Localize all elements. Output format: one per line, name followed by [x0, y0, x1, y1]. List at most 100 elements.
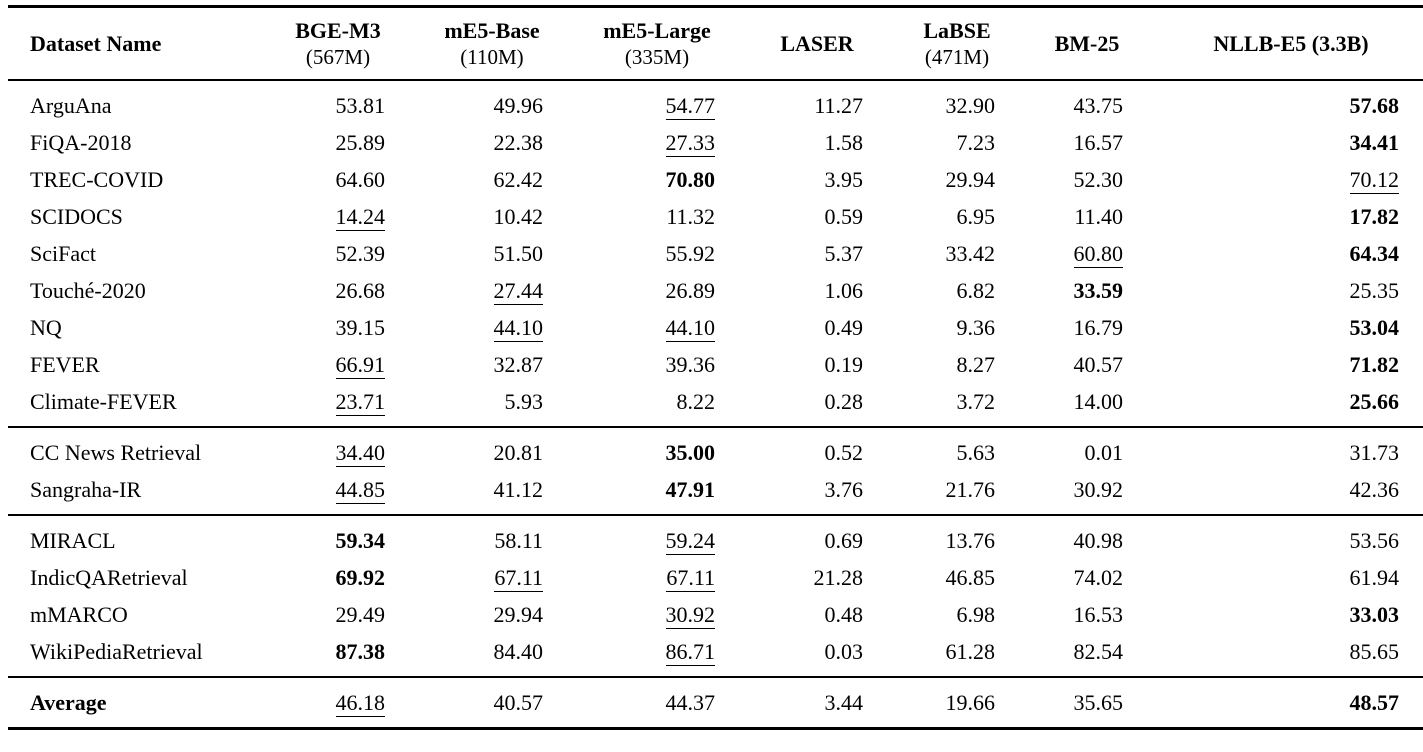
value-cell: 5.37 [743, 235, 891, 272]
value-cell: 27.44 [413, 272, 571, 309]
value-cell: 6.95 [891, 198, 1023, 235]
value-cell: 30.92 [1023, 471, 1151, 515]
metric-value: 17.82 [1349, 203, 1400, 229]
metric-value: 69.92 [335, 564, 386, 590]
col-header-bm-25: BM-25 [1023, 7, 1151, 81]
metric-value: 22.38 [493, 129, 544, 155]
metric-value: 62.42 [493, 166, 544, 192]
value-cell: 7.23 [891, 124, 1023, 161]
metric-value: 7.23 [956, 129, 996, 155]
metric-value: 21.76 [945, 476, 996, 502]
metric-value: 30.92 [1073, 476, 1124, 502]
metric-value: 0.69 [824, 527, 864, 553]
metric-value: 85.65 [1349, 638, 1400, 664]
value-cell: 49.96 [413, 80, 571, 124]
value-cell: 22.38 [413, 124, 571, 161]
metric-value: 27.33 [665, 129, 715, 157]
metric-value: 3.76 [824, 476, 864, 502]
table-row: Climate-FEVER 23.71 5.93 8.22 0.28 3.72 14.00 2… [8, 383, 1423, 427]
value-cell: 74.02 [1023, 559, 1151, 596]
value-cell: 14.00 [1023, 383, 1151, 427]
value-cell: 58.11 [413, 515, 571, 559]
metric-value: 44.10 [493, 314, 543, 342]
table-section-section-2: CC News Retrieval 34.40 20.81 35.00 0.52 5.63… [8, 427, 1423, 515]
metric-value: 6.95 [956, 203, 996, 229]
metric-value: 43.75 [1073, 92, 1124, 118]
value-cell: 53.56 [1151, 515, 1423, 559]
metric-value: 26.68 [335, 277, 386, 303]
value-cell: 59.24 [571, 515, 743, 559]
metric-value: 84.40 [493, 638, 544, 664]
dataset-name-cell: MIRACL [30, 527, 116, 553]
metric-value: 6.82 [956, 277, 996, 303]
value-cell: 62.42 [413, 161, 571, 198]
value-cell: 1.06 [743, 272, 891, 309]
metric-value: 74.02 [1073, 564, 1124, 590]
value-cell: 64.60 [263, 161, 413, 198]
metric-value: 0.03 [824, 638, 864, 664]
metric-value: 53.04 [1349, 314, 1400, 340]
metric-value: 11.40 [1074, 203, 1123, 229]
col-header-label: mE5-Base [444, 18, 540, 43]
table-row: SCIDOCS 14.24 10.42 11.32 0.59 6.95 11.40 17.82 [8, 198, 1423, 235]
value-cell: 0.48 [743, 596, 891, 633]
value-cell: 43.75 [1023, 80, 1151, 124]
metric-value: 29.49 [335, 601, 386, 627]
value-cell: 8.27 [891, 346, 1023, 383]
value-cell: 70.80 [571, 161, 743, 198]
value-cell: 5.63 [891, 427, 1023, 471]
value-cell: 44.10 [413, 309, 571, 346]
metric-value: 3.44 [824, 689, 864, 715]
value-cell: 67.11 [413, 559, 571, 596]
value-cell: 34.40 [263, 427, 413, 471]
value-cell: 30.92 [571, 596, 743, 633]
dataset-name-cell: SciFact [30, 240, 96, 266]
value-cell: 71.82 [1151, 346, 1423, 383]
metric-value: 40.57 [1073, 351, 1124, 377]
metric-value: 49.96 [493, 92, 544, 118]
table-row: FiQA-2018 25.89 22.38 27.33 1.58 7.23 16.57 34.… [8, 124, 1423, 161]
value-cell: 0.03 [743, 633, 891, 677]
metric-value: 5.93 [504, 388, 544, 414]
value-cell: 16.53 [1023, 596, 1151, 633]
value-cell: 46.85 [891, 559, 1023, 596]
value-cell: 46.18 [263, 677, 413, 729]
value-cell: 0.28 [743, 383, 891, 427]
metric-value: 86.71 [665, 638, 715, 666]
value-cell: 87.38 [263, 633, 413, 677]
metric-value: 8.22 [676, 388, 716, 414]
metric-value: 60.80 [1073, 240, 1123, 268]
metric-value: 33.42 [945, 240, 996, 266]
value-cell: 85.65 [1151, 633, 1423, 677]
value-cell: 0.69 [743, 515, 891, 559]
value-cell: 11.32 [571, 198, 743, 235]
value-cell: 82.54 [1023, 633, 1151, 677]
col-header-sub: (335M) [624, 44, 690, 69]
metric-value: 0.52 [824, 439, 864, 465]
value-cell: 11.27 [743, 80, 891, 124]
dataset-name-cell: ArguAna [30, 92, 112, 118]
value-cell: 3.44 [743, 677, 891, 729]
value-cell: 40.57 [413, 677, 571, 729]
value-cell: 35.00 [571, 427, 743, 471]
dataset-name-cell: TREC-COVID [30, 166, 164, 192]
dataset-name-cell: NQ [30, 314, 62, 340]
value-cell: 19.66 [891, 677, 1023, 729]
col-header-sub: (567M) [305, 44, 371, 69]
value-cell: 29.94 [413, 596, 571, 633]
metric-value: 0.49 [824, 314, 864, 340]
value-cell: 27.33 [571, 124, 743, 161]
value-cell: 84.40 [413, 633, 571, 677]
col-header-label: LASER [780, 30, 854, 56]
metric-value: 59.34 [335, 527, 386, 553]
metric-value: 54.77 [665, 92, 715, 120]
metric-value: 41.12 [493, 476, 544, 502]
table-section-section-3: MIRACL 59.34 58.11 59.24 0.69 13.76 40.98 53.56… [8, 515, 1423, 677]
table-row: mMARCO 29.49 29.94 30.92 0.48 6.98 16.53 33.03 [8, 596, 1423, 633]
metric-value: 27.44 [493, 277, 543, 305]
col-header-label: LaBSE [923, 18, 991, 43]
value-cell: 53.04 [1151, 309, 1423, 346]
value-cell: 26.89 [571, 272, 743, 309]
value-cell: 40.98 [1023, 515, 1151, 559]
value-cell: 31.73 [1151, 427, 1423, 471]
